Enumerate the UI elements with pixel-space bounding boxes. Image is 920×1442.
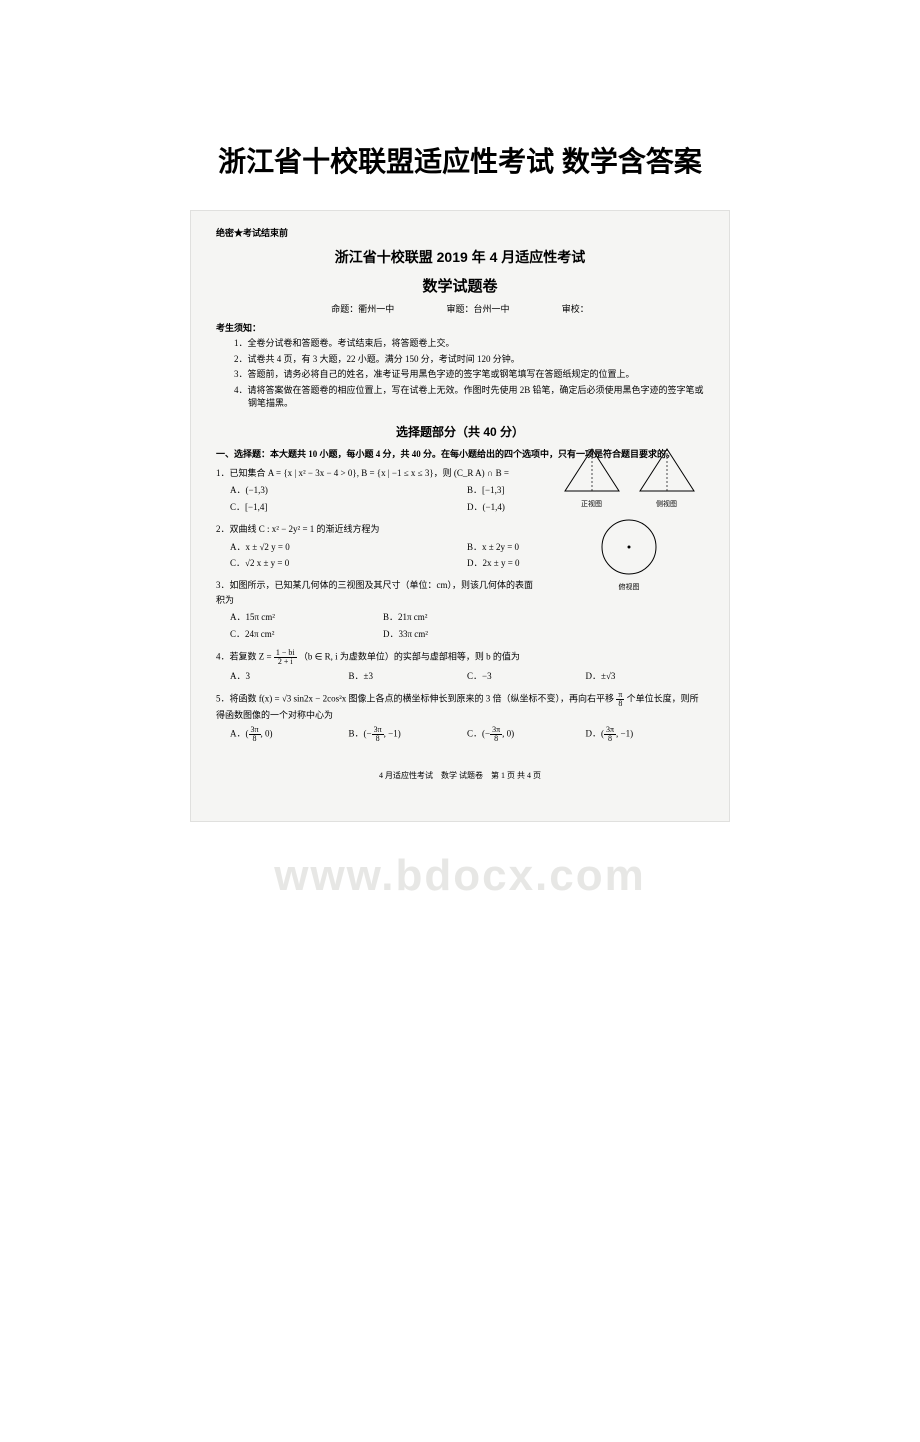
- question-1: 1．已知集合 A = {x | x² − 3x − 4 > 0}, B = {x…: [216, 466, 704, 516]
- q2-option-c: C．√2 x ± y = 0: [230, 556, 467, 570]
- big-question-heading: 一、选择题：本大题共 10 小题，每小题 4 分，共 40 分。在每小题给出的四…: [216, 448, 704, 461]
- notice-list: 1．全卷分试卷和答题卷。考试结束后，将答题卷上交。 2．试卷共 4 页，有 3 …: [216, 337, 704, 411]
- q2-option-b: B．x ± 2y = 0: [467, 540, 704, 554]
- q5-option-a: A．(3π8, 0): [230, 726, 349, 743]
- check-credit: 审校：: [562, 304, 589, 314]
- question-3: 3．如图所示，已知某几何体的三视图及其尺寸（单位：cm），则该几何体的表面积为 …: [216, 578, 536, 643]
- notice-item: 3．答题前，请务必将自己的姓名，准考证号用黑色字迹的签字笔或钢笔填写在答题纸规定…: [234, 368, 704, 382]
- section-title: 选择题部分（共 40 分）: [216, 423, 704, 440]
- q3-option-c: C．24π cm²: [230, 627, 383, 641]
- q3-option-b: B．21π cm²: [383, 610, 536, 624]
- notice-item: 1．全卷分试卷和答题卷。考试结束后，将答题卷上交。: [234, 337, 704, 351]
- question-5: 5．将函数 f(x) = √3 sin2x − 2cos²x 图像上各点的横坐标…: [216, 691, 704, 744]
- q5-shift-fraction: π 8: [616, 691, 624, 708]
- q1-option-c: C．[−1,4]: [230, 500, 467, 514]
- q1-option-d: D．(−1,4): [467, 500, 704, 514]
- page-footer: 4 月适应性考试 数学 试题卷 第 1 页 共 4 页: [216, 770, 704, 781]
- q4-option-b: B．±3: [349, 669, 468, 683]
- notice-item: 2．试卷共 4 页，有 3 大题，22 小题。满分 150 分，考试时间 120…: [234, 353, 704, 367]
- q1-option-b: B．[−1,3]: [467, 483, 704, 497]
- q3-stem: 3．如图所示，已知某几何体的三视图及其尺寸（单位：cm），则该几何体的表面积为: [216, 578, 536, 607]
- q1-option-a: A．(−1,3): [230, 483, 467, 497]
- reviewer-credit: 审题：台州一中: [446, 304, 509, 314]
- q2-option-d: D．2x ± y = 0: [467, 556, 704, 570]
- q5-option-d: D．(3π8, −1): [586, 726, 705, 743]
- notice-heading: 考生须知：: [216, 321, 704, 334]
- q5-option-b: B．(−3π8, −1): [349, 726, 468, 743]
- credit-line: 命题：衢州一中 审题：台州一中 审校：: [216, 302, 704, 315]
- exam-title: 浙江省十校联盟 2019 年 4 月适应性考试: [216, 247, 704, 267]
- q4-option-c: C．−3: [467, 669, 586, 683]
- question-4: 4．若复数 Z = 1 − bi 2 + i （b ∈ R, i 为虚数单位）的…: [216, 649, 704, 685]
- watermark-text: www.bdocx.com: [191, 851, 729, 901]
- secret-classification: 绝密★考试结束前: [216, 226, 704, 239]
- subject-title: 数学试题卷: [216, 275, 704, 296]
- q4-fraction: 1 − bi 2 + i: [274, 649, 297, 666]
- q5-stem: 5．将函数 f(x) = √3 sin2x − 2cos²x 图像上各点的横坐标…: [216, 691, 704, 722]
- notice-item: 4．请将答案做在答题卷的相应位置上，写在试卷上无效。作图时先使用 2B 铅笔，确…: [234, 384, 704, 411]
- q4-option-d: D．±√3: [586, 669, 705, 683]
- q2-stem: 2．双曲线 C : x² − 2y² = 1 的渐近线方程为: [216, 522, 704, 536]
- q4-stem: 4．若复数 Z = 1 − bi 2 + i （b ∈ R, i 为虚数单位）的…: [216, 649, 704, 666]
- question-2: 2．双曲线 C : x² − 2y² = 1 的渐近线方程为 A．x ± √2 …: [216, 522, 704, 572]
- q5-option-c: C．(−3π8, 0): [467, 726, 586, 743]
- q1-stem: 1．已知集合 A = {x | x² − 3x − 4 > 0}, B = {x…: [216, 466, 704, 480]
- q2-option-a: A．x ± √2 y = 0: [230, 540, 467, 554]
- q4-option-a: A．3: [230, 669, 349, 683]
- author-credit: 命题：衢州一中: [331, 304, 394, 314]
- q3-option-a: A．15π cm²: [230, 610, 383, 624]
- exam-paper-scan: www.bdocx.com 绝密★考试结束前 浙江省十校联盟 2019 年 4 …: [190, 210, 730, 822]
- q3-option-d: D．33π cm²: [383, 627, 536, 641]
- document-main-title: 浙江省十校联盟适应性考试 数学含答案: [0, 140, 920, 180]
